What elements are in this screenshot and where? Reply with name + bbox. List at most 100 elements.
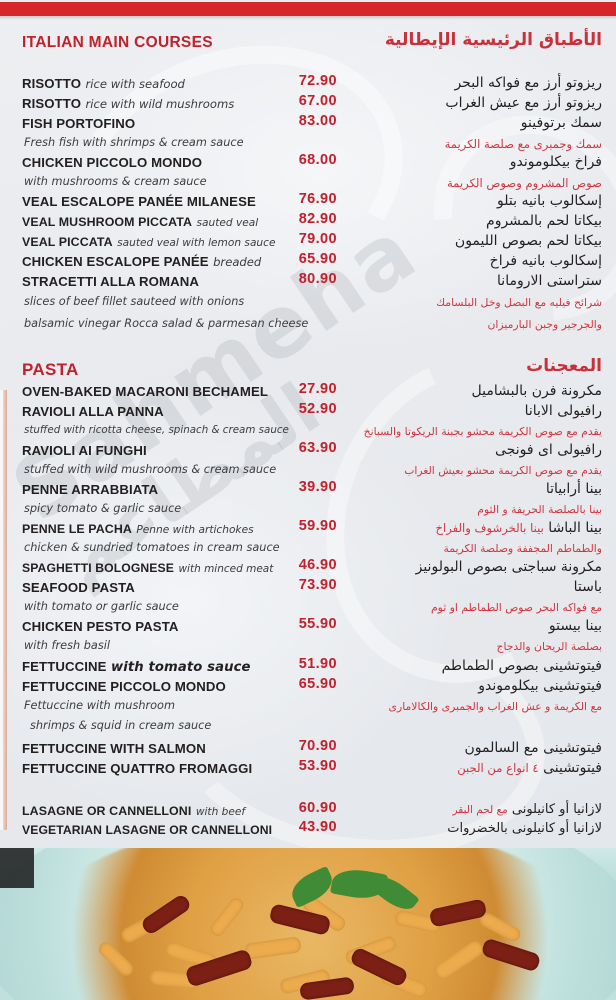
item-price: 55.90 xyxy=(298,616,337,632)
item-price: 79.00 xyxy=(298,231,337,247)
item-desc: rice with wild mushrooms xyxy=(85,97,235,111)
section-title-pasta-ar: المعجنات xyxy=(526,356,602,376)
item-desc: Penne with artichokes xyxy=(136,524,254,536)
item-name: CHICKEN ESCALOPE PANÉE xyxy=(22,254,209,269)
menu-item-name: FETTUCCINE PICCOLO MONDO xyxy=(22,678,312,696)
item-desc: slices of beef fillet sauteed with onion… xyxy=(24,295,245,308)
menu-item-name: RISOTTO rice with seafood xyxy=(22,75,312,93)
item-price: 39.90 xyxy=(298,479,337,495)
item-price: 51.90 xyxy=(298,656,337,672)
menu-item-name: STRACETTI ALLA ROMANA xyxy=(22,273,312,291)
item-name: VEGETARIAN LASAGNE OR CANNELLONI xyxy=(22,823,273,837)
item-name-ar: بينا الباشا بينا بالخرشوف والفراخ xyxy=(436,520,603,536)
item-price: 68.00 xyxy=(298,152,337,168)
item-price: 43.90 xyxy=(298,819,337,835)
item-name: RAVIOLI AI FUNGHI xyxy=(22,443,147,458)
item-desc: chicken & sundried tomatoes in cream sau… xyxy=(24,541,280,554)
menu-item-name: FETTUCCINE WITH SALMON xyxy=(22,740,312,758)
item-name: FETTUCCINE WITH SALMON xyxy=(22,741,206,756)
item-name-ar: مكرونة سباجتى بصوص البولونيز xyxy=(415,559,602,575)
menu-item-name: VEGETARIAN LASAGNE OR CANNELLONI xyxy=(22,821,312,839)
item-name: LASAGNE OR CANNELLONI xyxy=(22,804,192,818)
menu-paper-background: Sahmeha المطاعم xyxy=(0,20,616,848)
item-name-ar-bold: لازانيا أو كانيلونى xyxy=(511,802,602,817)
menu-item-name: FISH PORTOFINO xyxy=(22,115,312,133)
item-desc: with fresh basil xyxy=(24,639,111,652)
item-desc-ar: بينا بالخرشوف والفراخ xyxy=(435,521,544,535)
item-name: FETTUCCINE xyxy=(22,659,107,674)
item-name: PENNE LE PACHA xyxy=(22,522,132,536)
item-name: VEAL ESCALOPE PANÉE MILANESE xyxy=(22,194,256,209)
menu-item-name: OVEN-BAKED MACARONI BECHAMEL xyxy=(22,383,312,401)
item-price: 67.00 xyxy=(298,93,337,109)
item-desc: Fettuccine with mushroom xyxy=(24,699,175,712)
item-name: FISH PORTOFINO xyxy=(22,116,136,131)
section-title-italian-main-courses-ar: الأطباق الرئيسية الإيطالية xyxy=(384,30,602,50)
item-desc-ar: صوص المشروم وصوص الكريمة xyxy=(446,176,602,190)
section-title-italian-main-courses-en: ITALIAN MAIN COURSES xyxy=(22,34,213,51)
item-desc: stuffed with wild mushrooms & cream sauc… xyxy=(24,463,277,476)
item-desc-ar: يقدم مع صوص الكريمة محشو بعيش الغراب xyxy=(404,464,602,477)
item-desc: rice with seafood xyxy=(85,77,185,91)
top-red-bar xyxy=(0,2,616,16)
item-desc: with tomato sauce xyxy=(110,660,251,675)
item-desc-ar: والطماطم المجففة وصلصة الكريمة xyxy=(443,542,602,555)
item-name-ar-bold: فيتوتشينى xyxy=(543,760,602,776)
menu-item-name: SEAFOOD PASTA xyxy=(22,579,312,597)
item-name-ar: بيكاتا لحم بالمشروم xyxy=(486,213,602,229)
item-price: 60.90 xyxy=(298,800,337,816)
item-desc-ar: بصلصة الريحان والدجاج xyxy=(496,640,602,653)
item-name: SPAGHETTI BOLOGNESE xyxy=(22,561,174,575)
item-desc: spicy tomato & garlic sauce xyxy=(24,502,182,515)
menu-item-name: CHICKEN ESCALOPE PANÉE breaded xyxy=(22,253,312,271)
item-name: CHICKEN PICCOLO MONDO xyxy=(22,155,203,170)
photo-corner-shadow xyxy=(0,848,34,888)
item-price: 46.90 xyxy=(298,557,337,573)
item-name-ar: إسكالوب بانيه بتلو xyxy=(497,193,602,209)
menu-item-name: RAVIOLI ALLA PANNA xyxy=(22,403,312,421)
item-name-ar: لازانيا أو كانيلونى مع لحم البقر xyxy=(452,802,602,817)
item-desc: stuffed with ricotta cheese, spinach & c… xyxy=(24,424,289,436)
food-photo xyxy=(0,848,616,1000)
item-price: 73.90 xyxy=(298,577,337,593)
item-price: 65.90 xyxy=(298,676,337,692)
item-name-ar: بينا أرابياتا xyxy=(545,481,602,497)
item-name-ar: ريزوتو أرز مع فواكه البحر xyxy=(454,75,602,91)
item-price: 70.90 xyxy=(298,738,337,754)
menu-content: ITALIAN MAIN COURSES الأطباق الرئيسية ال… xyxy=(0,20,616,848)
item-desc-ar: شرائح فيليه مع البصل وخل البلسامك xyxy=(436,296,602,309)
item-name-ar: ريزوتو أرز مع عيش الغراب xyxy=(445,95,602,111)
item-name: OVEN-BAKED MACARONI BECHAMEL xyxy=(22,384,269,399)
menu-item-name: VEAL ESCALOPE PANÉE MILANESE xyxy=(22,193,312,211)
menu-item-name: PENNE LE PACHA Penne with artichokes xyxy=(22,520,312,538)
item-name-ar: ستراستى الارومانا xyxy=(497,273,602,289)
item-desc: shrimps & squid in cream sauce xyxy=(30,719,212,732)
item-desc-ar: بينا بالصلصة الحريفة و الثوم xyxy=(477,503,602,516)
menu-item-name: SPAGHETTI BOLOGNESE with minced meat xyxy=(22,559,312,577)
menu-item-name: FETTUCCINE QUATTRO FROMAGGI xyxy=(22,760,312,778)
item-name: RISOTTO xyxy=(22,96,82,111)
page-edge-artifact xyxy=(0,390,7,830)
menu-item-name: VEAL PICCATA sauted veal with lemon sauc… xyxy=(22,233,312,251)
menu-item-name: CHICKEN PICCOLO MONDO xyxy=(22,154,312,172)
item-name-ar: فيتوتشينى ٤ انواع من الجبن xyxy=(457,760,602,776)
item-name: FETTUCCINE QUATTRO FROMAGGI xyxy=(22,761,253,776)
item-price: 72.90 xyxy=(298,73,337,89)
item-name: STRACETTI ALLA ROMANA xyxy=(22,274,199,289)
item-name-ar-bold: بينا الباشا xyxy=(548,520,602,536)
item-desc: sauted veal with lemon sauce xyxy=(117,237,276,249)
top-bar-shadow xyxy=(0,16,616,20)
item-desc: with mushrooms & cream sauce xyxy=(24,175,207,188)
item-name-ar: لازانيا أو كانيلونى بالخضروات xyxy=(447,821,602,836)
item-desc-ar: والجرجير وجبن البارميزان xyxy=(487,318,602,331)
item-name: FETTUCCINE PICCOLO MONDO xyxy=(22,679,226,694)
item-desc-ar: ٤ انواع من الجبن xyxy=(457,761,539,775)
page-edge-highlight xyxy=(0,390,3,830)
item-desc-ar: مع الكريمة و عش الغراب والجمبرى والكالام… xyxy=(388,700,602,713)
item-name: CHICKEN PESTO PASTA xyxy=(22,619,179,634)
item-price: 65.90 xyxy=(298,251,337,267)
menu-item-name: FETTUCCINE with tomato sauce xyxy=(22,658,312,676)
item-name-ar: بينا بيستو xyxy=(548,618,602,634)
item-price: 27.90 xyxy=(298,381,337,397)
